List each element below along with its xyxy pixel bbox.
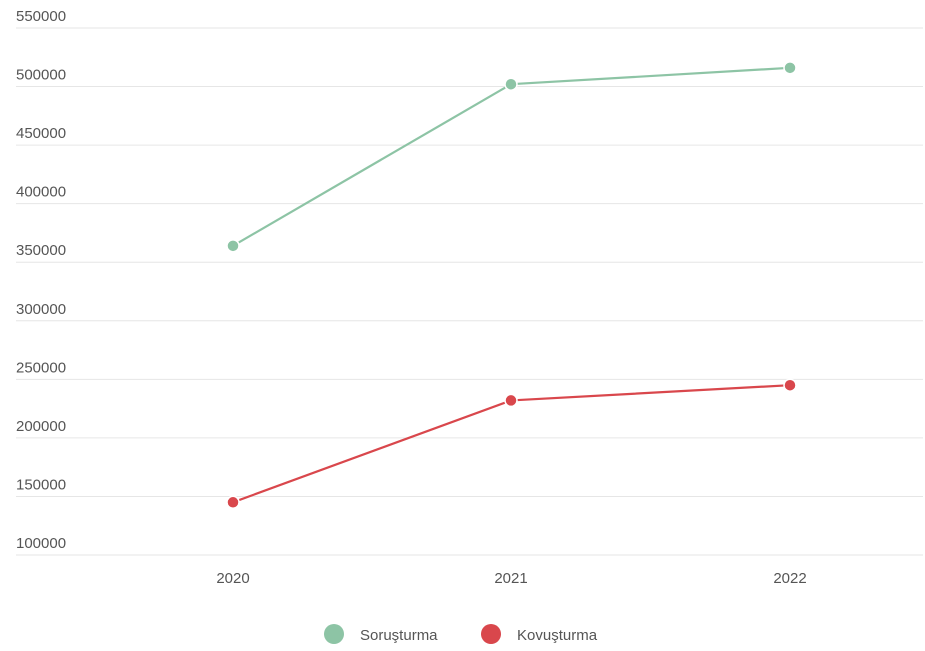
y-tick-label: 450000 — [16, 125, 66, 142]
legend-label-kovusturma: Kovuşturma — [517, 627, 598, 644]
y-tick-label: 300000 — [16, 301, 66, 318]
x-axis-ticks: 2020 2021 2022 — [216, 570, 806, 587]
y-tick-label: 500000 — [16, 67, 66, 84]
series-line-0 — [231, 66, 792, 247]
data-point[interactable] — [504, 77, 518, 91]
y-tick-label: 150000 — [16, 476, 66, 493]
grid-lines — [16, 27, 923, 556]
y-tick-label: 400000 — [16, 184, 66, 201]
legend: Soruşturma Kovuşturma — [324, 624, 598, 644]
series-lines — [226, 61, 797, 510]
data-point[interactable] — [783, 378, 797, 392]
legend-marker-sorusturma — [324, 624, 344, 644]
data-point[interactable] — [783, 61, 797, 75]
legend-marker-kovusturma — [481, 624, 501, 644]
y-tick-label: 250000 — [16, 359, 66, 376]
data-point[interactable] — [226, 239, 240, 253]
x-tick-label: 2021 — [494, 570, 527, 587]
legend-item-sorusturma[interactable]: Soruşturma — [324, 624, 438, 644]
y-axis-ticks: 100000 150000 200000 250000 300000 350000 4000… — [16, 8, 66, 552]
legend-label-sorusturma: Soruşturma — [360, 627, 438, 644]
y-tick-label: 100000 — [16, 535, 66, 552]
y-tick-label: 200000 — [16, 418, 66, 435]
y-tick-label: 550000 — [16, 8, 66, 25]
x-tick-label: 2020 — [216, 570, 249, 587]
data-point[interactable] — [226, 495, 240, 510]
y-tick-label: 350000 — [16, 242, 66, 259]
legend-item-kovusturma[interactable]: Kovuşturma — [481, 624, 598, 644]
x-tick-label: 2022 — [773, 570, 806, 587]
data-point[interactable] — [504, 393, 518, 408]
